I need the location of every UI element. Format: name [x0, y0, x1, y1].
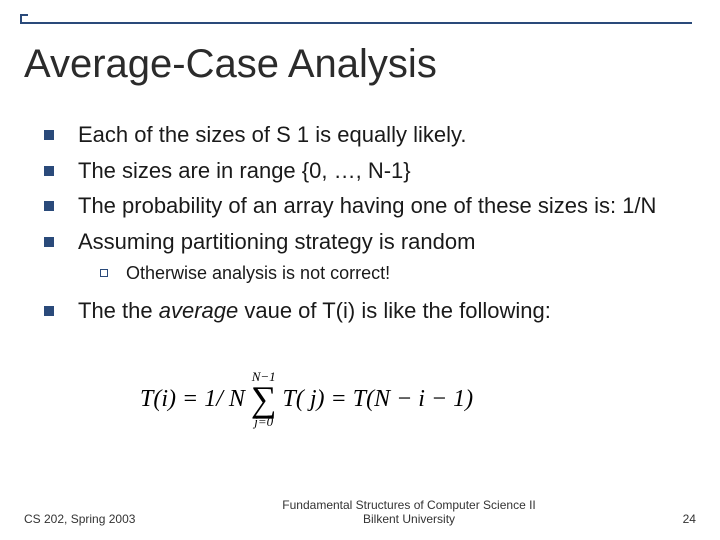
footer-center-line1: Fundamental Structures of Computer Scien…: [282, 498, 535, 512]
footer-left: CS 202, Spring 2003: [24, 512, 135, 526]
slide-content: Each of the sizes of S 1 is equally like…: [44, 120, 692, 331]
sum-lower: j=0: [254, 415, 273, 428]
bullet-square-icon: [44, 201, 54, 211]
bullet-text: The probability of an array having one o…: [78, 191, 656, 221]
bullet-item: Assuming partitioning strategy is random: [44, 227, 692, 257]
bullet-square-icon: [44, 306, 54, 316]
formula-lhs: T(i) = 1/ N: [140, 386, 245, 413]
footer-page-number: 24: [683, 512, 696, 526]
bullet-square-icon: [44, 237, 54, 247]
sub-bullet-square-icon: [100, 269, 108, 277]
top-border: [20, 22, 692, 25]
bullet-item: The the average vaue of T(i) is like the…: [44, 296, 692, 326]
slide-title: Average-Case Analysis: [24, 42, 437, 87]
bullet-text: The sizes are in range {0, …, N-1}: [78, 156, 411, 186]
footer: CS 202, Spring 2003 Fundamental Structur…: [24, 498, 696, 526]
footer-center: Fundamental Structures of Computer Scien…: [282, 498, 535, 526]
sigma-symbol: ∑: [251, 383, 277, 415]
formula: T(i) = 1/ N N−1 ∑ j=0 T( j) = T(N − i − …: [140, 370, 560, 428]
bullet-square-icon: [44, 166, 54, 176]
footer-center-line2: Bilkent University: [282, 512, 535, 526]
formula-mid: T( j) = T(N − i − 1): [283, 386, 474, 413]
bullet-square-icon: [44, 130, 54, 140]
bullet-text: The the average vaue of T(i) is like the…: [78, 296, 551, 326]
bullet-text-italic: average: [159, 298, 239, 323]
bullet-text-pre: The the: [78, 298, 159, 323]
bullet-text: Assuming partitioning strategy is random: [78, 227, 475, 257]
bullet-text: Each of the sizes of S 1 is equally like…: [78, 120, 466, 150]
sub-bullet-text: Otherwise analysis is not correct!: [126, 263, 390, 284]
bullet-item: Each of the sizes of S 1 is equally like…: [44, 120, 692, 150]
bullet-item: The sizes are in range {0, …, N-1}: [44, 156, 692, 186]
formula-block: T(i) = 1/ N N−1 ∑ j=0 T( j) = T(N − i − …: [140, 370, 560, 428]
bullet-item: The probability of an array having one o…: [44, 191, 692, 221]
bullet-text-post: vaue of T(i) is like the following:: [238, 298, 551, 323]
summation-icon: N−1 ∑ j=0: [251, 370, 277, 428]
sub-bullet-item: Otherwise analysis is not correct!: [100, 263, 692, 284]
